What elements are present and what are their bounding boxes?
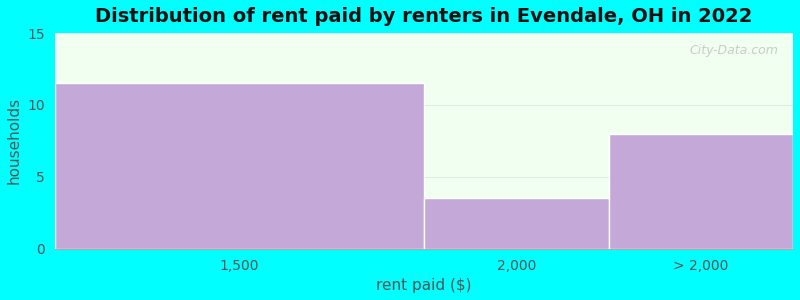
Bar — [55, 83, 424, 249]
Title: Distribution of rent paid by renters in Evendale, OH in 2022: Distribution of rent paid by renters in … — [95, 7, 753, 26]
X-axis label: rent paid ($): rent paid ($) — [376, 278, 472, 293]
Bar — [609, 134, 793, 249]
Y-axis label: households: households — [7, 98, 22, 184]
Bar — [424, 198, 609, 249]
Text: City-Data.com: City-Data.com — [690, 44, 778, 57]
